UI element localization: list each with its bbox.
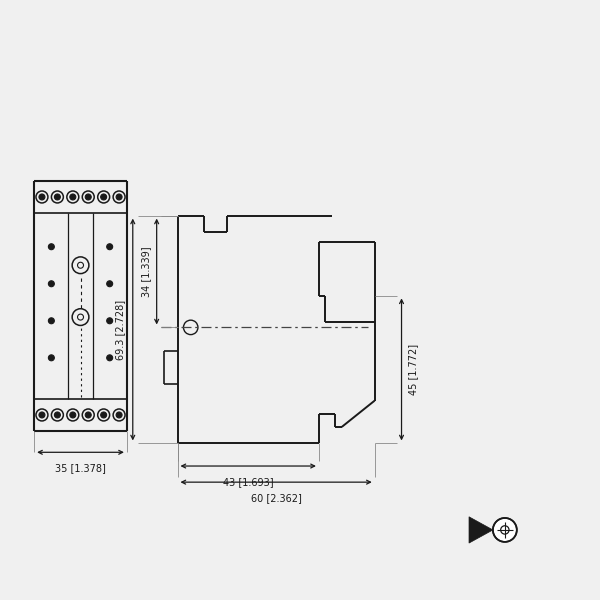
Text: 35 [1.378]: 35 [1.378] [55, 463, 106, 473]
Circle shape [107, 355, 113, 361]
Circle shape [49, 318, 55, 324]
Polygon shape [469, 517, 493, 543]
Circle shape [85, 194, 91, 200]
Text: 34 [1.339]: 34 [1.339] [141, 246, 151, 297]
Circle shape [55, 194, 61, 200]
Circle shape [39, 412, 45, 418]
Text: 45 [1.772]: 45 [1.772] [409, 344, 418, 395]
Circle shape [49, 281, 55, 287]
Circle shape [107, 281, 113, 287]
Circle shape [116, 194, 122, 200]
Circle shape [70, 412, 76, 418]
Circle shape [55, 412, 61, 418]
Circle shape [49, 355, 55, 361]
Circle shape [101, 194, 107, 200]
Circle shape [101, 412, 107, 418]
Circle shape [107, 318, 113, 324]
Circle shape [116, 412, 122, 418]
Text: 43 [1.693]: 43 [1.693] [223, 477, 274, 487]
Circle shape [49, 244, 55, 250]
Circle shape [85, 412, 91, 418]
Text: 60 [2.362]: 60 [2.362] [251, 493, 302, 503]
Circle shape [70, 194, 76, 200]
Text: 69.3 [2.728]: 69.3 [2.728] [115, 299, 125, 359]
Circle shape [107, 244, 113, 250]
Circle shape [39, 194, 45, 200]
Circle shape [493, 518, 517, 542]
